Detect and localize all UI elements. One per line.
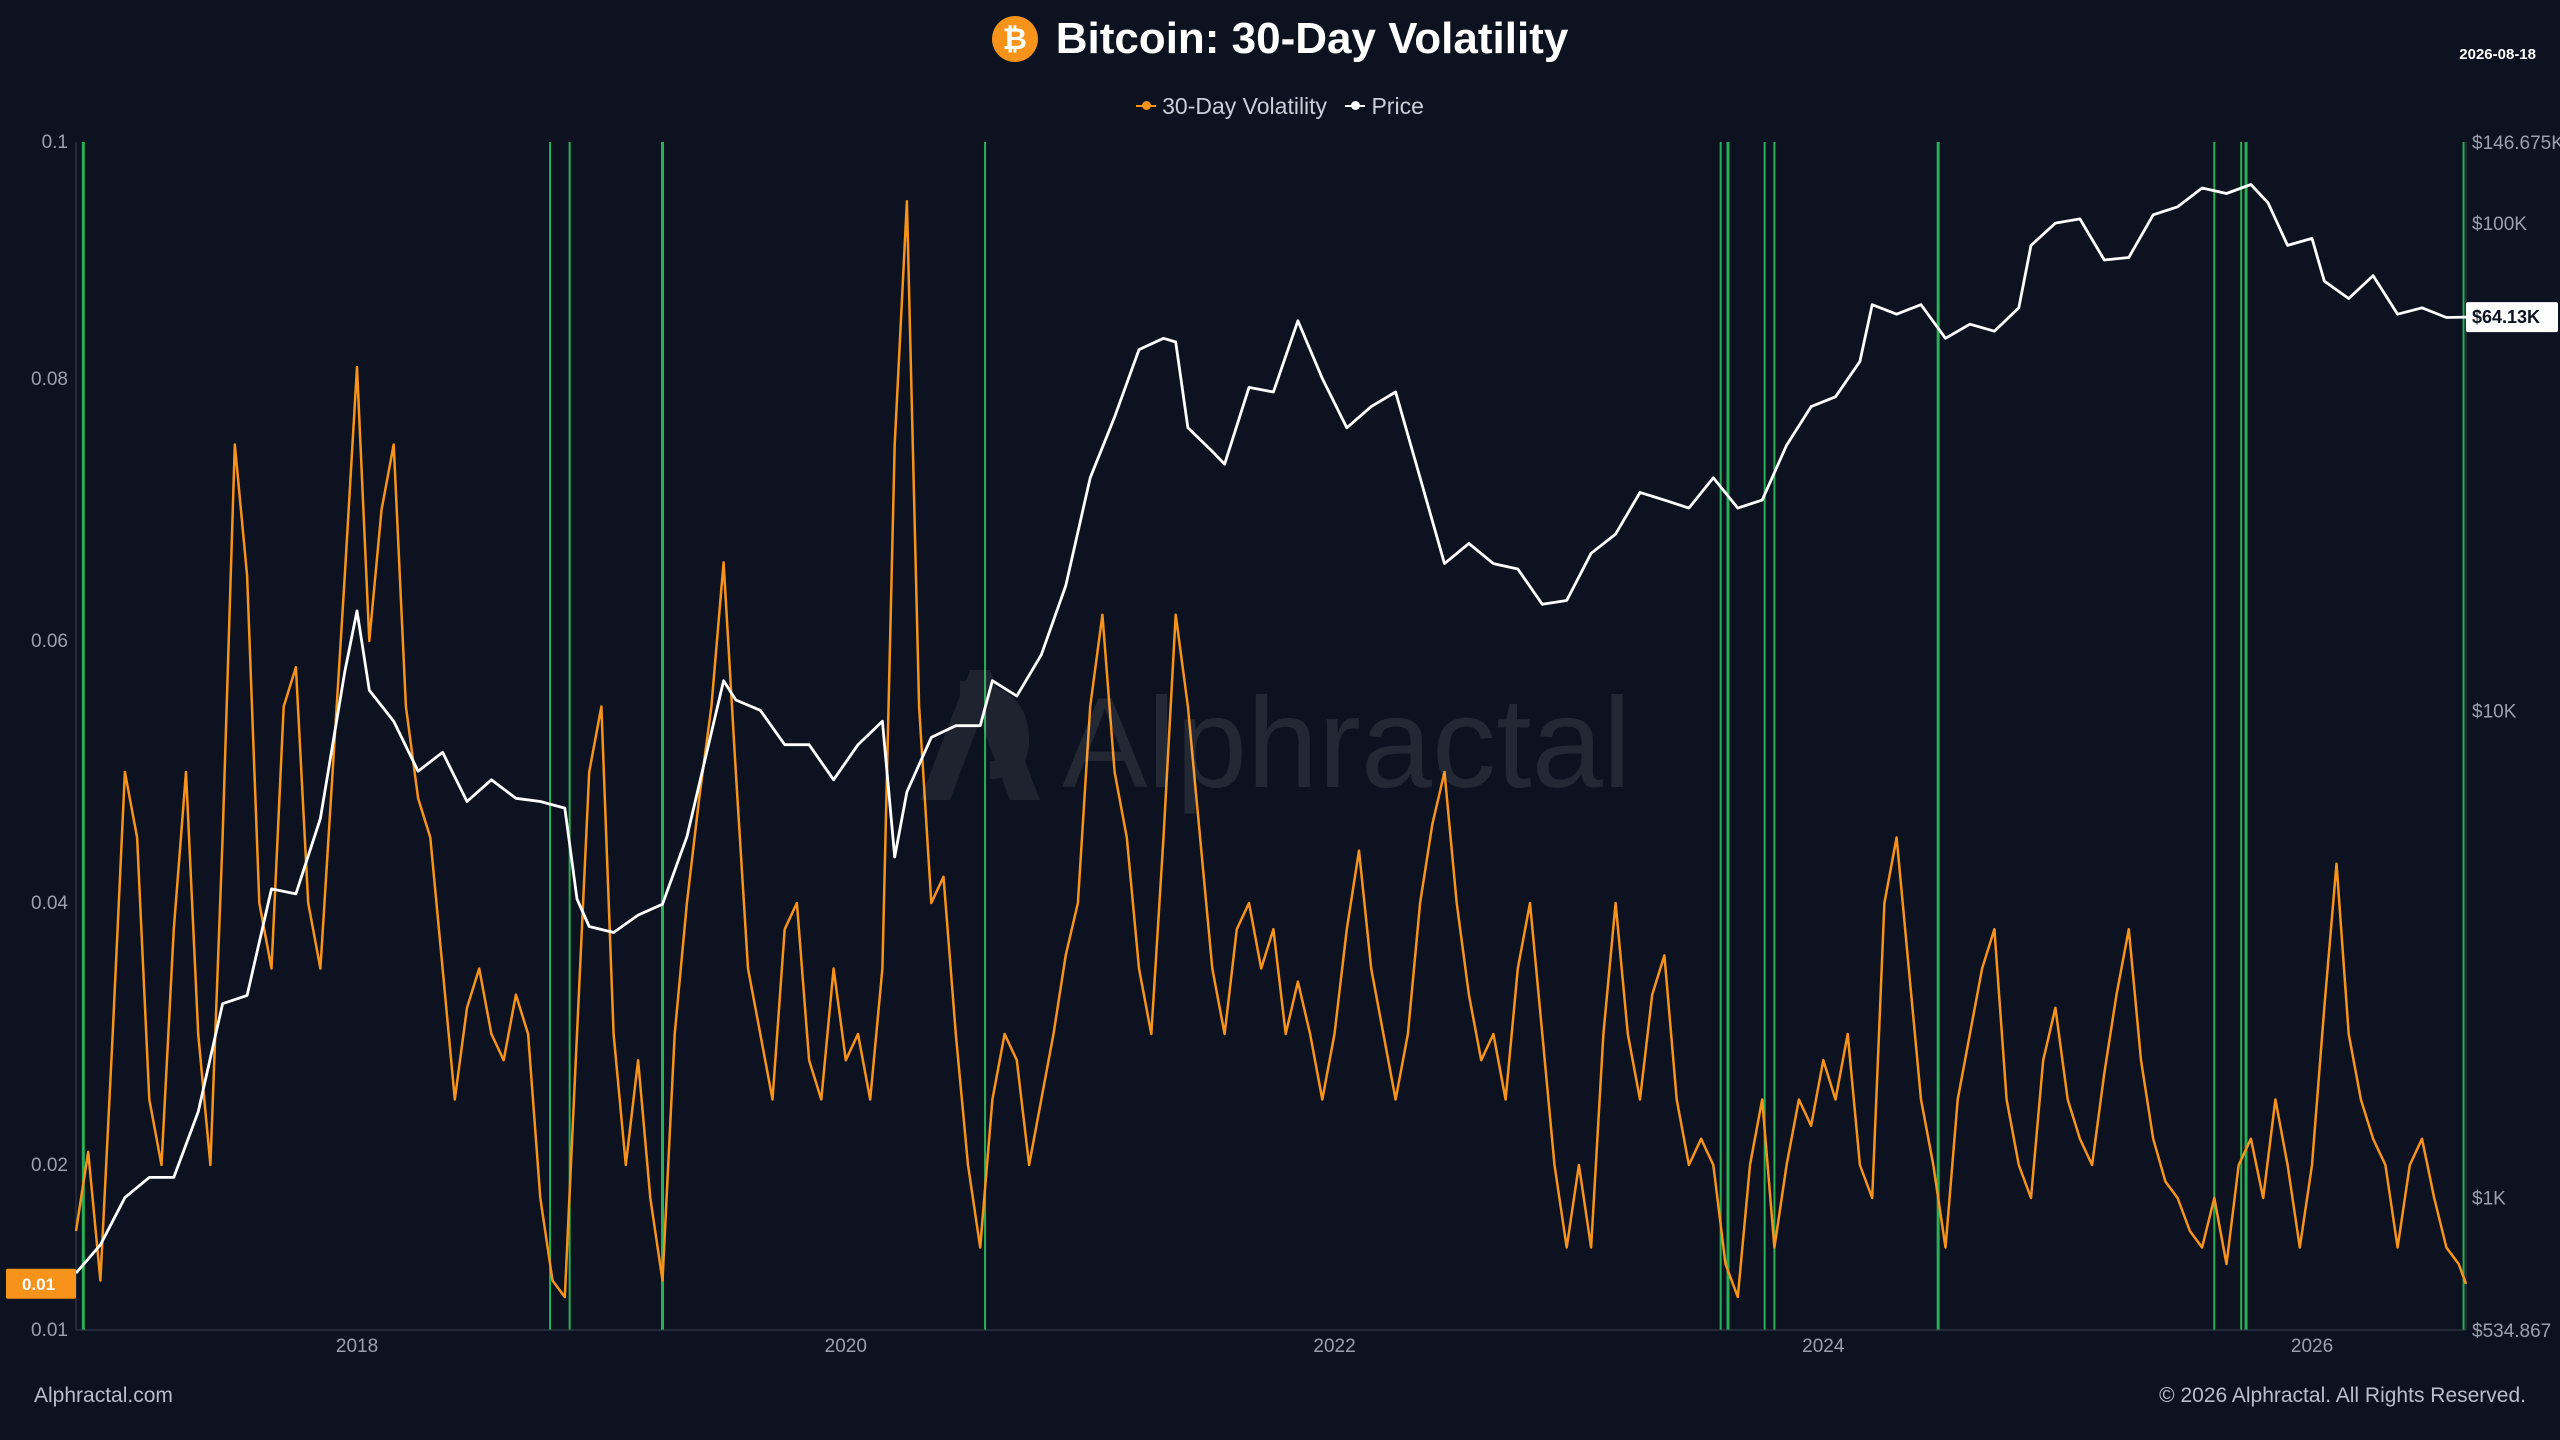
x-tick-label: 2020 xyxy=(825,1336,867,1357)
watermark-logo-icon xyxy=(920,670,1040,800)
left-current-badge-bg xyxy=(6,1268,76,1299)
chart-title: Bitcoin: 30-Day Volatility xyxy=(1055,14,1569,63)
left-tick-label: 0.04 xyxy=(31,893,68,914)
left-tick-label: 0.06 xyxy=(31,631,68,652)
signal-lines xyxy=(81,142,2465,1330)
left-tick-label: 0.01 xyxy=(31,1320,68,1341)
legend-label-volatility: 30-Day Volatility xyxy=(1162,92,1328,119)
left-tick-label: 0.02 xyxy=(31,1155,68,1176)
title-row: ₿ Bitcoin: 30-Day Volatility xyxy=(991,14,1569,64)
legend: 30-Day Volatility Price xyxy=(0,86,2560,120)
footer-site[interactable]: Alphractal.com xyxy=(34,1384,173,1407)
right-current-badge-bg xyxy=(2466,302,2558,333)
series-price-line xyxy=(74,183,2467,1275)
right-tick-label: $100K xyxy=(2472,214,2527,235)
legend-item-price[interactable]: Price xyxy=(1345,92,1424,120)
left-tick-label: 0.1 xyxy=(42,132,68,153)
footer-copyright: © 2026 Alphractal. All Rights Reserved. xyxy=(2159,1384,2526,1407)
right-tick-label: $146.675K xyxy=(2472,133,2560,154)
left-current-badge-text: 0.01 xyxy=(22,1275,55,1294)
legend-swatch-volatility xyxy=(1136,101,1157,110)
left-tick-label: 0.08 xyxy=(31,369,68,390)
x-tick-label: 2018 xyxy=(336,1336,378,1357)
chart-header: ₿ Bitcoin: 30-Day Volatility xyxy=(0,14,2560,64)
watermark-text: Alphractal xyxy=(1062,672,1632,815)
legend-swatch-price xyxy=(1345,101,1366,110)
x-tick-label: 2024 xyxy=(1802,1336,1845,1357)
series-volatility-line xyxy=(74,200,2468,1299)
right-current-badge: $64.13K xyxy=(2466,302,2558,333)
right-tick-label: $1K xyxy=(2472,1189,2506,1210)
left-axis-ticks: 0.1 0.08 0.06 0.04 0.02 0.01 xyxy=(31,132,68,1341)
left-current-badge: 0.01 xyxy=(6,1268,76,1299)
right-current-badge-text: $64.13K xyxy=(2472,307,2540,327)
right-tick-label: $10K xyxy=(2472,701,2517,722)
x-axis-ticks: 2018 2020 2022 2024 2026 xyxy=(336,1336,2333,1357)
x-tick-label: 2022 xyxy=(1313,1336,1355,1357)
legend-label-price: Price xyxy=(1371,92,1424,119)
x-tick-label: 2026 xyxy=(2291,1336,2333,1357)
bitcoin-icon: ₿ xyxy=(991,16,1038,62)
date-label: 2026-08-18 xyxy=(2459,46,2536,63)
right-tick-label: $534.867 xyxy=(2472,1321,2551,1342)
right-axis-ticks: $146.675K $100K $10K $1K $534.867 xyxy=(2472,133,2560,1342)
legend-item-volatility[interactable]: 30-Day Volatility xyxy=(1136,93,1327,120)
